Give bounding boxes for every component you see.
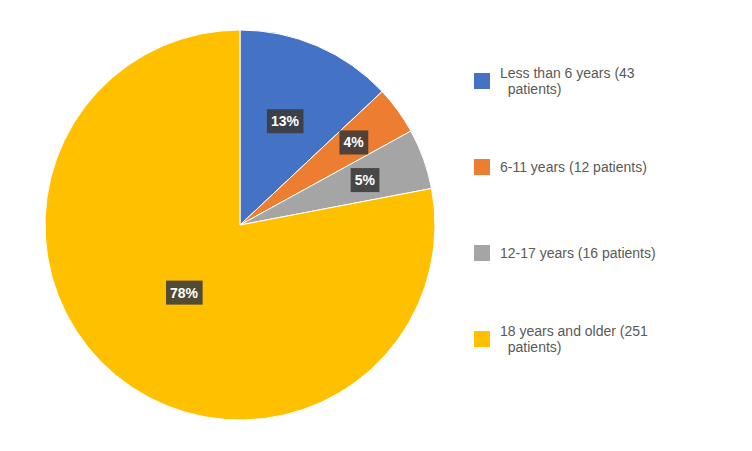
legend-swatch: [474, 245, 490, 261]
slice: [45, 30, 435, 420]
data-label: 4%: [343, 134, 364, 150]
legend: Less than 6 years (43 patients) 6-11 year…: [474, 65, 656, 356]
legend-label: 6-11 years (12 patients): [500, 159, 647, 175]
label-box: [267, 109, 304, 133]
data-label: 13%: [271, 113, 300, 129]
legend-swatch: [474, 159, 490, 175]
label-box: [351, 168, 380, 192]
legend-label: 12-17 years (16 patients): [500, 245, 656, 261]
label-box: [339, 130, 368, 154]
legend-swatch: [474, 73, 490, 89]
data-labels: 13% 4% 5% 78%: [166, 109, 379, 304]
data-label: 5%: [355, 172, 376, 188]
legend-swatch: [474, 331, 490, 347]
pie: [45, 30, 435, 420]
legend-label: Less than 6 years (43 patients): [500, 65, 635, 98]
chart: 13% 4% 5% 78% Less than 6 years (43 patients…: [0, 0, 752, 451]
data-label: 78%: [170, 285, 199, 301]
legend-label: 18 years and older (251 patients): [500, 323, 648, 356]
label-box: [166, 281, 203, 305]
